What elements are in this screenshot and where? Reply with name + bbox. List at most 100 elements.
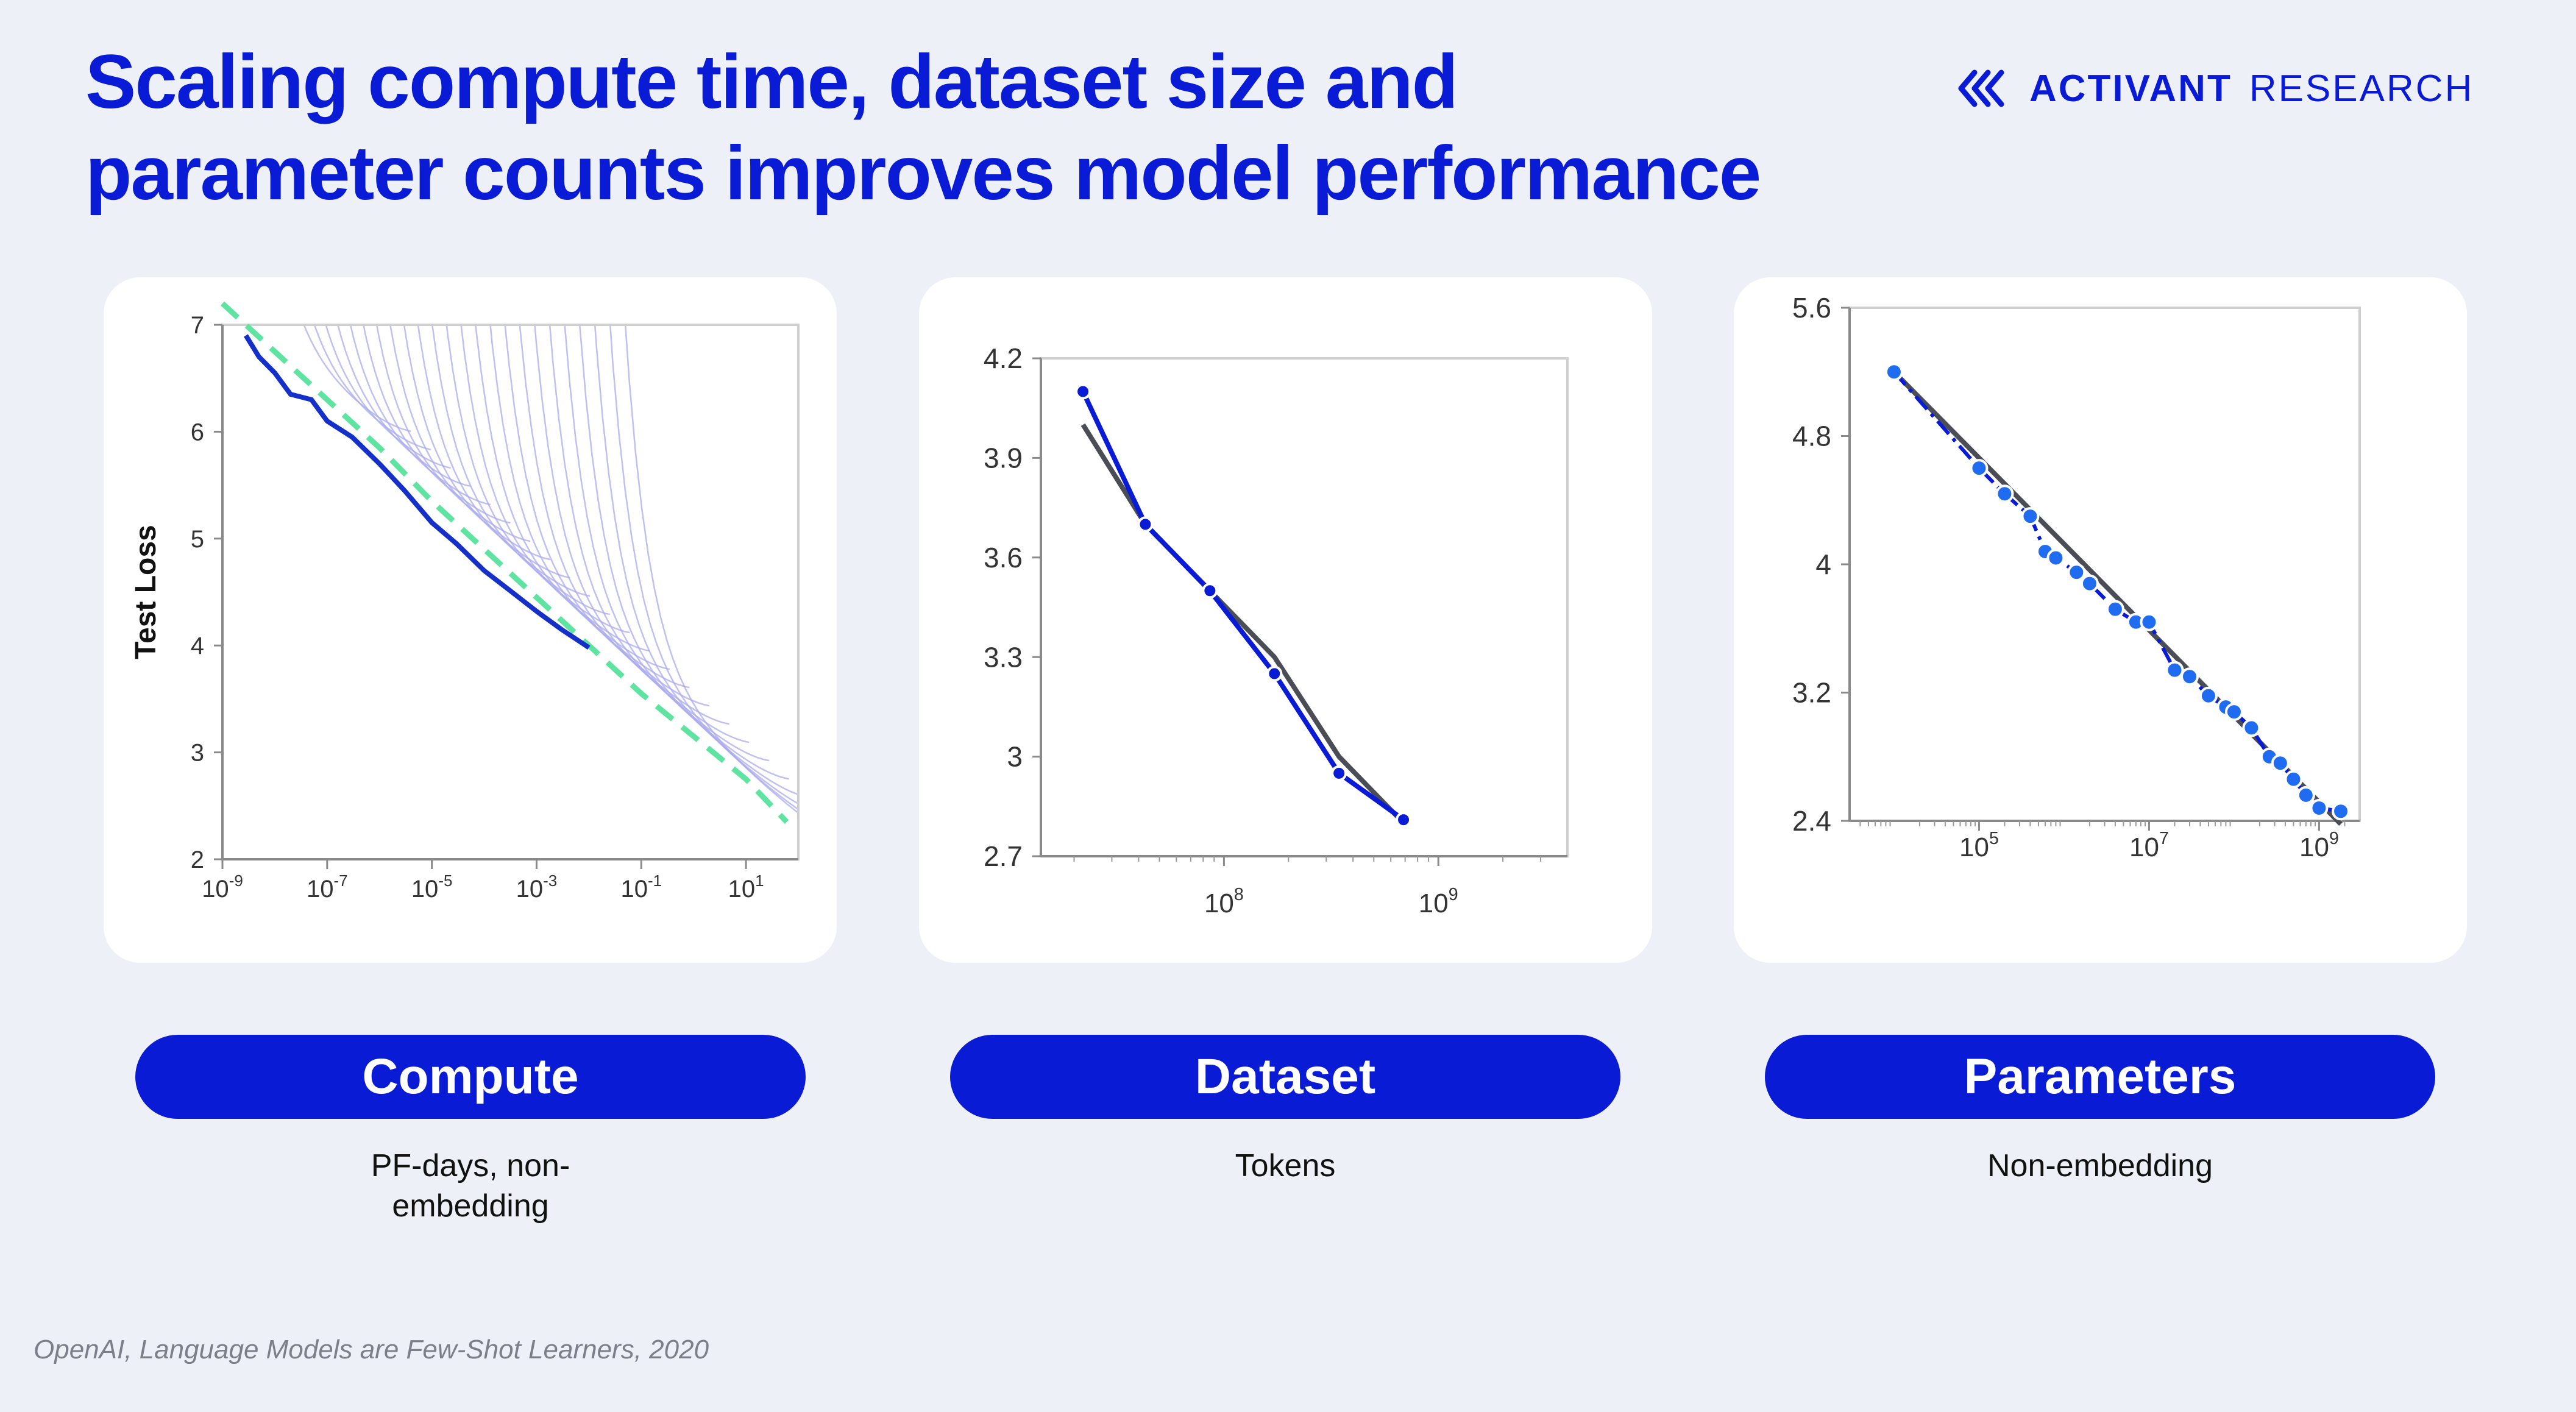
chart-2-y-tick-label: 3.2	[1792, 677, 1831, 709]
chart-0-x-tick-label: 10-9	[202, 871, 243, 903]
chart-2-data-point	[2199, 686, 2218, 705]
chart-2-data-point	[2165, 661, 2184, 679]
chart-2-data-point	[2067, 563, 2086, 582]
chart-0-learning-curve	[564, 325, 789, 780]
chart-2-x-tick-label: 107	[2129, 829, 2169, 862]
activant-chevron-logo-icon	[1958, 69, 2004, 107]
chart-0-learning-curve	[389, 325, 551, 561]
parameters-caption: Non-embedding	[1765, 1146, 2435, 1186]
dataset-chart: 4.2 3.9 3.6 3.3 3 2.7 108 109	[984, 342, 1569, 918]
compute-caption: PF-days, non-embedding	[135, 1146, 806, 1226]
compute-chart-card: 7 6 5 4 3 2 10-9 10-7 10-5 10-3 10-1 101 Test Loss	[104, 277, 837, 963]
chart-2-data-point	[2180, 667, 2199, 686]
compute-label-pill: Compute	[135, 1035, 806, 1119]
chart-2-data-point	[1884, 363, 1903, 381]
chart-0-learning-curve	[349, 325, 491, 506]
dataset-chart-card: 4.2 3.9 3.6 3.3 3 2.7 108 109	[919, 277, 1652, 963]
chart-2-data-point	[2046, 548, 2065, 567]
parameters-caption-text: Non-embedding	[1987, 1148, 2213, 1183]
chart-0-learning-curve	[594, 325, 798, 805]
chart-1-data-point	[1075, 383, 1091, 400]
chart-1-data-point	[1266, 665, 1283, 682]
chart-1-y-tick-label: 4.2	[984, 342, 1023, 374]
dataset-label-pill: Dataset	[950, 1035, 1620, 1119]
chart-2-x-tick-label: 109	[2299, 829, 2339, 862]
chart-0-learning-curve	[431, 325, 610, 616]
brand-name-bold: ACTIVANT	[2029, 67, 2232, 110]
chart-2-data-point	[2224, 703, 2243, 722]
chart-0-y-tick-label: 2	[191, 846, 204, 873]
chart-2-data-point	[2271, 754, 2290, 773]
chart-0-learning-curves	[303, 325, 798, 814]
brand-name-light: RESEARCH	[2249, 67, 2474, 110]
parameters-label-pill: Parameters	[1765, 1035, 2435, 1119]
chart-0-learning-curve	[504, 325, 710, 707]
chart-2-data-point	[2106, 600, 2124, 619]
chart-2-data-point	[2021, 507, 2040, 526]
chart-0-y-tick-label: 7	[191, 312, 204, 339]
chart-0-x-tick-label: 10-1	[620, 871, 662, 903]
brand-logo: ACTIVANT RESEARCH	[1956, 61, 2474, 116]
chart-0-learning-curve	[460, 325, 650, 652]
chart-0-frontier-line	[243, 334, 591, 650]
chart-2-y-tick-label: 5.6	[1792, 292, 1831, 324]
chart-2-data-point	[2284, 770, 2303, 789]
chart-0-x-tick-label: 10-3	[516, 871, 558, 903]
chart-1-data-point	[1331, 765, 1347, 781]
chart-2-data-point	[2242, 718, 2261, 737]
compute-caption-text: PF-days, non-embedding	[371, 1148, 570, 1224]
chart-1-y-tick-label: 3.6	[984, 542, 1023, 573]
parameters-chart: 5.6 4.8 4 3.2 2.4 105 107 109	[1792, 292, 2361, 862]
chart-2-data-point	[2140, 612, 2159, 631]
chart-2-data-point	[2296, 786, 2315, 804]
chart-0-learning-curve	[475, 325, 670, 670]
chart-0-learning-curve	[363, 325, 511, 524]
chart-0-learning-curve	[624, 325, 798, 814]
page-title-line-1: Scaling compute time, dataset size and	[85, 40, 1458, 124]
chart-1-x-tick-label: 109	[1419, 885, 1458, 918]
chart-2-y-tick-label: 2.4	[1792, 805, 1831, 837]
chart-1-y-tick-label: 3.3	[984, 641, 1023, 673]
chart-1-data-point	[1396, 812, 1412, 828]
chart-1-y-tick-label: 2.7	[984, 840, 1023, 872]
chart-0-learning-curve	[548, 325, 770, 762]
chart-0-learning-curve	[337, 325, 471, 488]
chart-0-learning-curve	[578, 325, 798, 795]
chart-0-learning-curve	[445, 325, 630, 634]
page-title: Scaling compute time, dataset size and p…	[85, 37, 1853, 219]
chart-1-data-line	[1080, 390, 1405, 822]
chart-1-x-tick-label: 108	[1204, 885, 1244, 918]
chart-2-data-point	[1995, 484, 2014, 503]
chart-0-learning-curve	[534, 325, 750, 743]
chart-1-data-point	[1202, 583, 1218, 599]
chart-0-learning-curve	[303, 325, 411, 432]
chart-0-x-tick-label: 10-5	[411, 871, 453, 903]
chart-2-y-tick-label: 4.8	[1792, 420, 1831, 452]
chart-2-x-tick-label: 105	[1959, 829, 1999, 862]
chart-1-y-tick-label: 3	[1007, 741, 1023, 773]
chart-0-learning-curve	[375, 325, 531, 542]
chart-1-power-law-fit-line	[1080, 423, 1405, 825]
chart-0-y-tick-label: 5	[191, 526, 204, 553]
chart-1-data-point	[1137, 516, 1154, 533]
dataset-caption-text: Tokens	[1235, 1148, 1336, 1183]
chart-0-y-tick-label: 6	[191, 419, 204, 445]
chart-0-y-axis-label: Test Loss	[130, 525, 162, 659]
page-title-line-2: parameter counts improves model performa…	[85, 131, 1761, 216]
chart-0-x-tick-label: 101	[728, 871, 764, 903]
chart-2-data-point	[1970, 459, 1989, 478]
chart-0-y-tick-label: 3	[191, 740, 204, 767]
source-citation: OpenAI, Language Models are Few-Shot Lea…	[34, 1335, 709, 1364]
chart-0-learning-curve	[313, 325, 431, 451]
chart-0-learning-curve	[519, 325, 729, 725]
chart-0-learning-curve	[609, 325, 798, 811]
chart-2-data-point	[2080, 574, 2099, 593]
compute-chart: 7 6 5 4 3 210-9 10-7 10-5 10-3 10-1 101 Test Loss	[130, 301, 800, 903]
chart-2-y-tick-label: 4	[1815, 548, 1831, 580]
chart-0-x-tick-label: 10-7	[307, 871, 348, 903]
dataset-caption: Tokens	[950, 1146, 1620, 1186]
chart-0-y-tick-label: 4	[191, 633, 204, 659]
parameters-chart-card: 5.6 4.8 4 3.2 2.4 105 107 109	[1734, 277, 2467, 963]
chart-2-data-point	[2332, 802, 2351, 821]
chart-0-power-law-fit-line	[220, 301, 789, 824]
